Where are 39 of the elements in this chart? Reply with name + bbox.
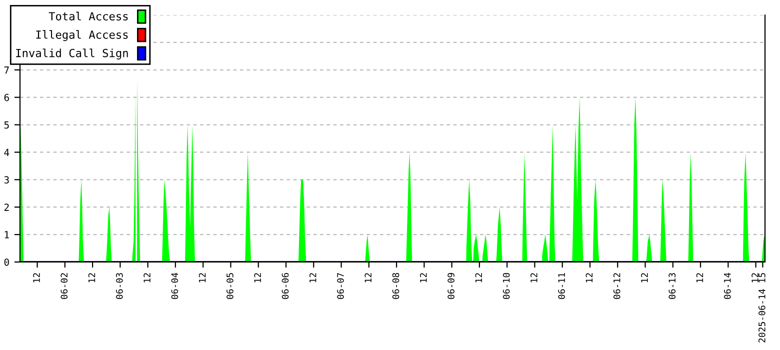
x-tick-label: 12	[586, 273, 592, 282]
y-tick-label: 5	[4, 121, 9, 129]
x-tick-label: 12	[530, 273, 538, 282]
y-tick-label: 3	[4, 176, 9, 184]
x-tick-label: 12	[364, 273, 372, 282]
x-tick-label: 12	[475, 273, 482, 282]
x-tick-label: 12	[752, 273, 758, 282]
y-tick-label: 2	[4, 204, 9, 211]
x-tick-label: 12	[696, 273, 704, 282]
legend-label: Total Access	[48, 12, 128, 20]
x-tick-label: 06-02	[60, 273, 68, 300]
legend-label: Illegal Access	[36, 30, 128, 42]
x-tick-label: 06-12	[613, 273, 620, 300]
x-tick-label: 06-04	[171, 272, 178, 300]
x-tick-label: 12	[254, 273, 261, 282]
x-tick-label: 06-08	[392, 272, 400, 300]
x-tick-label: 12	[144, 273, 150, 282]
x-tick-label: 2025-06-14 15	[758, 273, 766, 342]
x-tick-label: 06-03	[116, 273, 123, 300]
x-tick-label: 12	[88, 273, 96, 282]
y-tick-label: 6	[4, 94, 9, 102]
x-tick-label: 06-07	[337, 273, 344, 300]
y-tick-label: 1	[4, 231, 9, 238]
x-tick-label: 06-11	[558, 273, 565, 300]
x-tick-label: 06-06	[282, 273, 289, 300]
x-tick-label: 12	[309, 273, 316, 282]
y-tick-label: 7	[4, 66, 9, 74]
legend-label: Invalid Call Sign	[16, 48, 128, 60]
x-tick-label: 06-05	[226, 273, 234, 300]
y-tick-label: 0	[4, 258, 9, 266]
x-tick-label: 12	[198, 273, 206, 282]
x-tick-label: 06-13	[668, 273, 676, 300]
x-tick-label: 06-10	[502, 273, 510, 300]
y-tick-label: 4	[4, 148, 10, 156]
x-tick-label: 12	[33, 273, 40, 282]
x-tick-label: 12	[420, 273, 427, 282]
x-tick-label: 12	[641, 273, 648, 282]
x-tick-label: 06-09	[448, 273, 454, 300]
x-tick-label: 06-14	[724, 272, 731, 300]
